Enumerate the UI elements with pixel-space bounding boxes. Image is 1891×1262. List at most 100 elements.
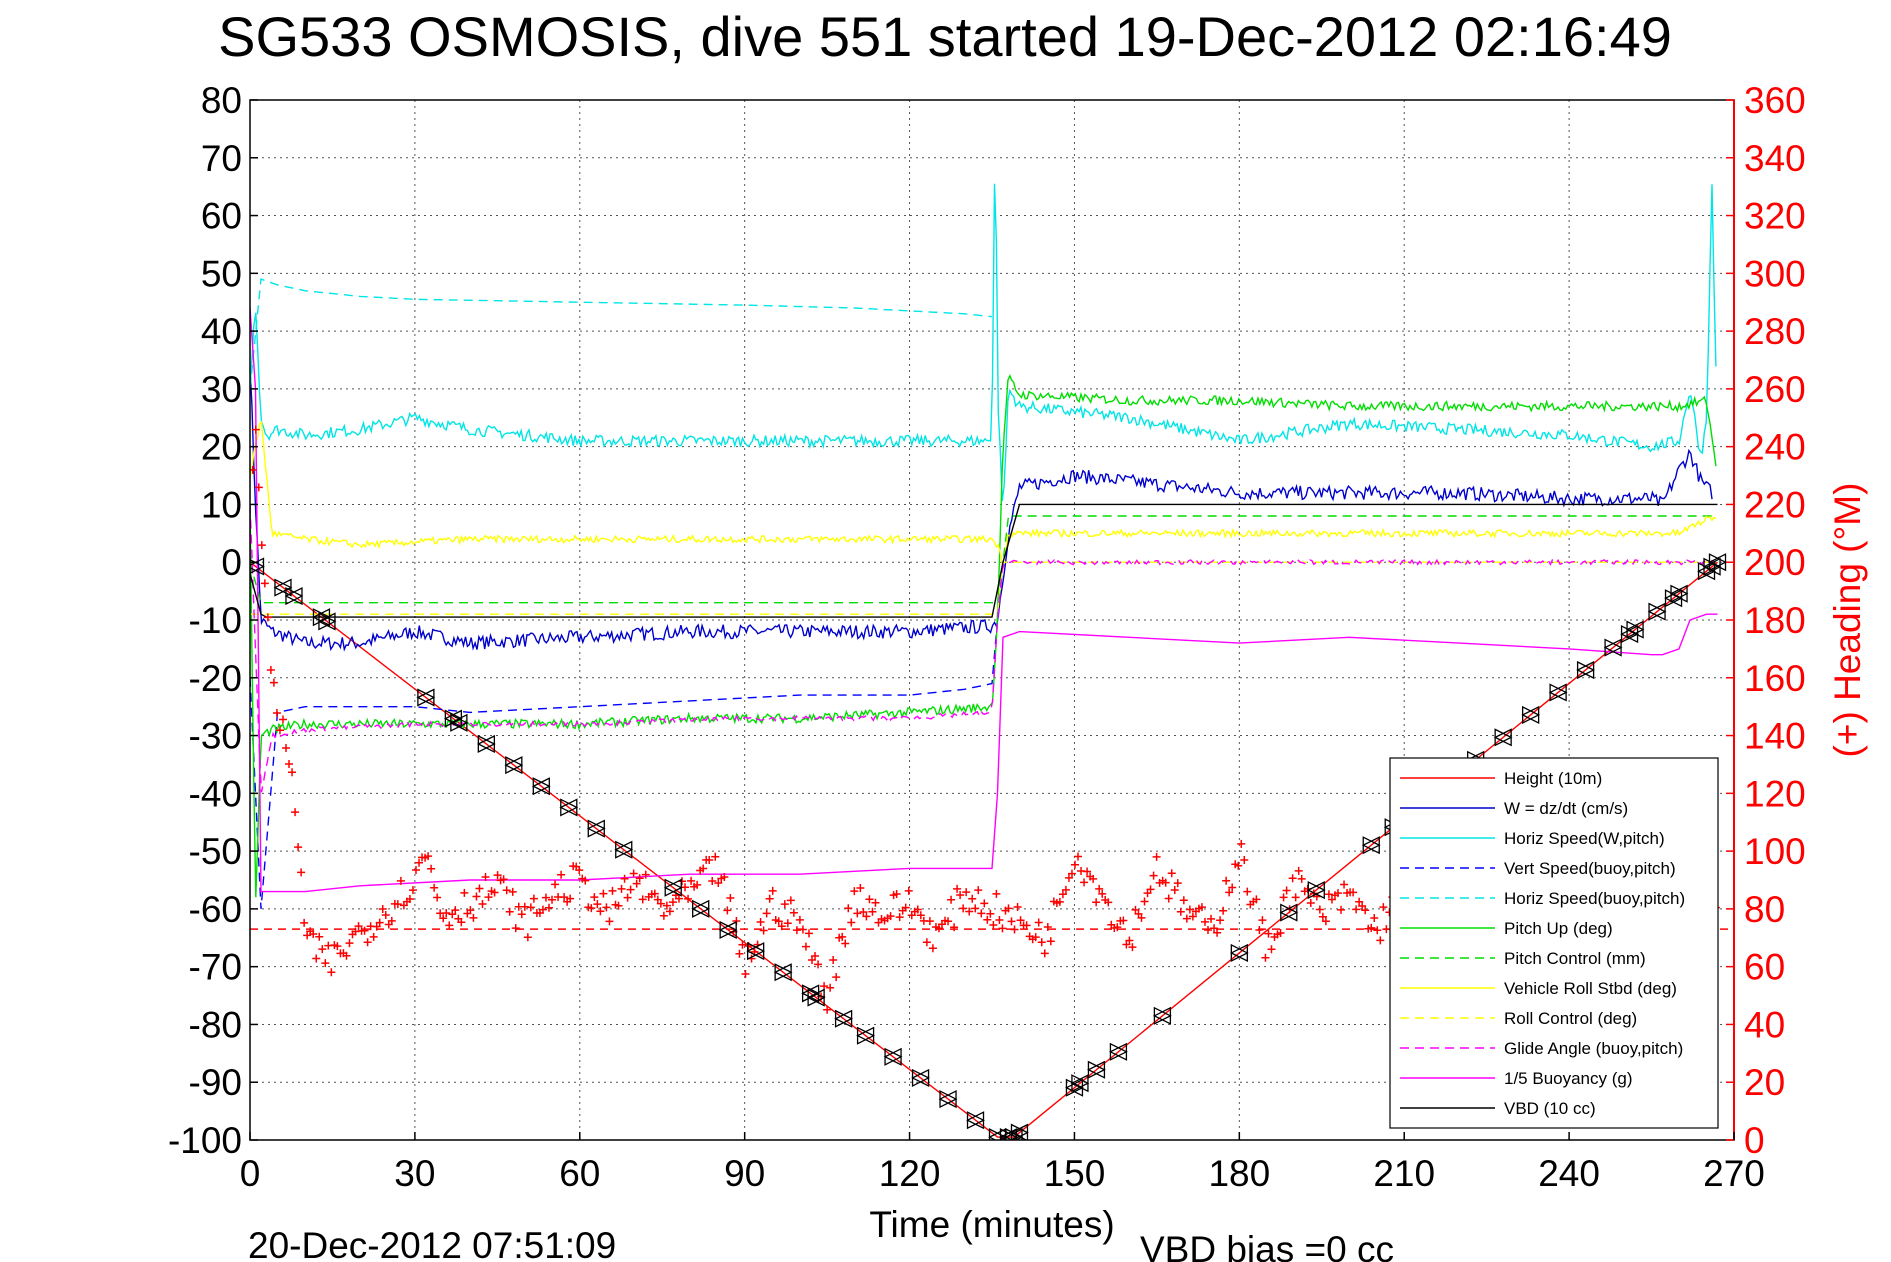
heading-point xyxy=(457,918,466,927)
height-marker xyxy=(1625,620,1645,639)
heading-point xyxy=(1007,917,1016,926)
height-marker xyxy=(1229,943,1249,963)
heading-point xyxy=(983,915,992,924)
heading-point xyxy=(321,959,330,968)
heading-point xyxy=(626,885,635,894)
heading-point xyxy=(714,878,723,887)
heading-point xyxy=(765,894,774,903)
heading-point xyxy=(971,904,980,913)
height-marker xyxy=(443,709,463,728)
heading-point xyxy=(829,956,838,965)
heading-point xyxy=(1185,905,1194,914)
heading-point xyxy=(1104,898,1113,907)
heading-point xyxy=(741,969,750,978)
heading-point xyxy=(411,865,420,874)
height-marker xyxy=(1004,1128,1024,1140)
heading-point xyxy=(551,880,560,889)
heading-point xyxy=(995,916,1004,925)
tick-label-x: 150 xyxy=(1044,1153,1106,1194)
heading-point xyxy=(804,929,813,938)
height-marker xyxy=(504,756,524,775)
heading-point xyxy=(291,808,300,817)
heading-point xyxy=(956,891,965,900)
heading-point xyxy=(1324,890,1333,899)
heading-point xyxy=(1064,873,1073,882)
heading-point xyxy=(1267,945,1276,954)
heading-point xyxy=(602,903,611,912)
height-marker xyxy=(1664,589,1683,608)
height-marker xyxy=(1086,1060,1106,1079)
series-line-1 xyxy=(250,366,1713,652)
heading-point xyxy=(1134,909,1143,918)
heading-point xyxy=(1167,869,1176,878)
height-marker xyxy=(1576,660,1596,680)
tick-label-y-right: 360 xyxy=(1744,80,1806,121)
heading-point xyxy=(871,898,880,907)
height-marker xyxy=(1279,903,1299,922)
heading-point xyxy=(901,903,910,912)
heading-point xyxy=(526,903,535,912)
series-line-11 xyxy=(250,503,1718,618)
heading-point xyxy=(1164,894,1173,903)
heading-point xyxy=(1149,871,1158,880)
heading-point xyxy=(859,908,868,917)
heading-point xyxy=(1173,879,1182,888)
height-marker xyxy=(614,840,634,859)
heading-point xyxy=(1337,905,1346,914)
heading-point xyxy=(430,883,439,892)
heading-point xyxy=(1083,867,1092,876)
heading-point xyxy=(460,888,469,897)
heading-point xyxy=(375,918,384,927)
tick-label-y: -40 xyxy=(189,773,242,814)
heading-point xyxy=(318,945,327,954)
heading-point xyxy=(1225,888,1234,897)
heading-point xyxy=(1037,938,1046,947)
heading-point xyxy=(980,899,989,908)
legend: Height (10m) W = dz/dt (cm/s) Horiz Speed(… xyxy=(1389,757,1719,1129)
height-marker xyxy=(691,899,711,918)
series-line-7 xyxy=(250,420,1717,565)
heading-point xyxy=(387,916,396,925)
series-line-5 xyxy=(250,374,1717,898)
heading-point xyxy=(378,904,387,913)
heading-point xyxy=(1282,886,1291,895)
heading-point xyxy=(1170,886,1179,895)
heading-point xyxy=(1122,940,1131,949)
height-marker xyxy=(1070,1074,1090,1093)
heading-point xyxy=(1333,889,1342,898)
heading-point xyxy=(605,917,614,926)
legend-entry: Horiz Speed(buoy,pitch) xyxy=(1504,889,1685,908)
heading-point xyxy=(1219,906,1228,915)
legend-entry: Pitch Control (mm) xyxy=(1504,949,1646,968)
heading-point xyxy=(517,910,526,919)
heading-point xyxy=(693,880,702,889)
heading-point xyxy=(974,886,983,895)
tick-label-y-right: 200 xyxy=(1744,542,1806,583)
heading-point xyxy=(977,909,986,918)
series-line-10 xyxy=(250,307,1718,893)
heading-point xyxy=(617,884,626,893)
heading-point xyxy=(687,876,696,885)
heading-point xyxy=(868,907,877,916)
heading-point xyxy=(1367,923,1376,932)
heading-point xyxy=(1152,852,1161,861)
heading-point xyxy=(1358,902,1367,911)
heading-point xyxy=(266,665,275,674)
heading-point xyxy=(684,894,693,903)
heading-point xyxy=(269,678,278,687)
heading-point xyxy=(726,894,735,903)
heading-point xyxy=(659,911,668,920)
tick-label-y-right: 40 xyxy=(1744,1004,1785,1045)
heading-point xyxy=(369,932,378,941)
heading-point xyxy=(820,982,829,991)
heading-point xyxy=(723,906,732,915)
heading-point xyxy=(674,894,683,903)
height-marker xyxy=(856,1026,876,1045)
height-marker xyxy=(883,1047,903,1066)
heading-point xyxy=(708,877,717,886)
heading-point xyxy=(1128,943,1137,952)
heading-point xyxy=(469,913,478,922)
heading-point xyxy=(850,887,859,896)
heading-point xyxy=(950,923,959,932)
heading-point xyxy=(1210,924,1219,933)
